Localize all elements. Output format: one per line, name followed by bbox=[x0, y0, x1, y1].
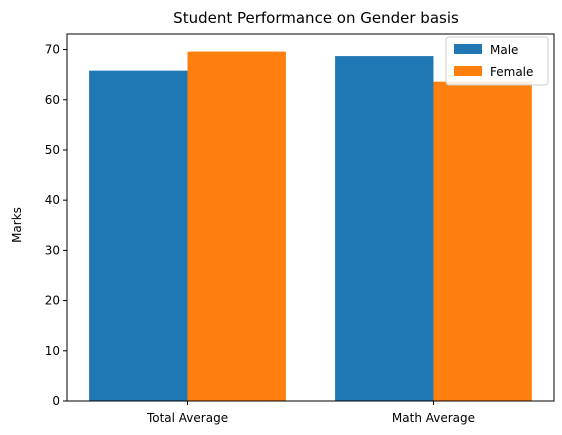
legend-label-female: Female bbox=[490, 65, 533, 79]
bar-male-total-average bbox=[89, 70, 188, 402]
chart-title: Student Performance on Gender basis bbox=[173, 9, 459, 27]
y-tick-label: 30 bbox=[45, 243, 60, 257]
legend: Male Female bbox=[445, 36, 549, 86]
y-axis-label: Marks bbox=[10, 207, 24, 243]
y-tick-label: 10 bbox=[45, 344, 60, 358]
legend-swatch-female bbox=[454, 66, 482, 76]
y-tick-label: 0 bbox=[52, 394, 60, 408]
bar-female-total-average bbox=[187, 51, 286, 402]
bar-female-math-average bbox=[433, 81, 532, 401]
plot-frame bbox=[66, 33, 555, 402]
legend-label-male: Male bbox=[490, 43, 518, 57]
y-tick-label: 70 bbox=[45, 43, 60, 57]
y-tick-label: 60 bbox=[45, 93, 60, 107]
plot-area: 0 10 20 30 40 50 60 70 Total Average Math Average bbox=[45, 33, 555, 425]
x-tick-label: Total Average bbox=[146, 411, 228, 425]
bar-male-math-average bbox=[335, 56, 434, 402]
y-tick-label: 20 bbox=[45, 294, 60, 308]
y-tick-label: 50 bbox=[45, 143, 60, 157]
x-tick-label: Math Average bbox=[392, 411, 475, 425]
legend-swatch-male bbox=[454, 44, 482, 54]
y-tick-label: 40 bbox=[45, 193, 60, 207]
